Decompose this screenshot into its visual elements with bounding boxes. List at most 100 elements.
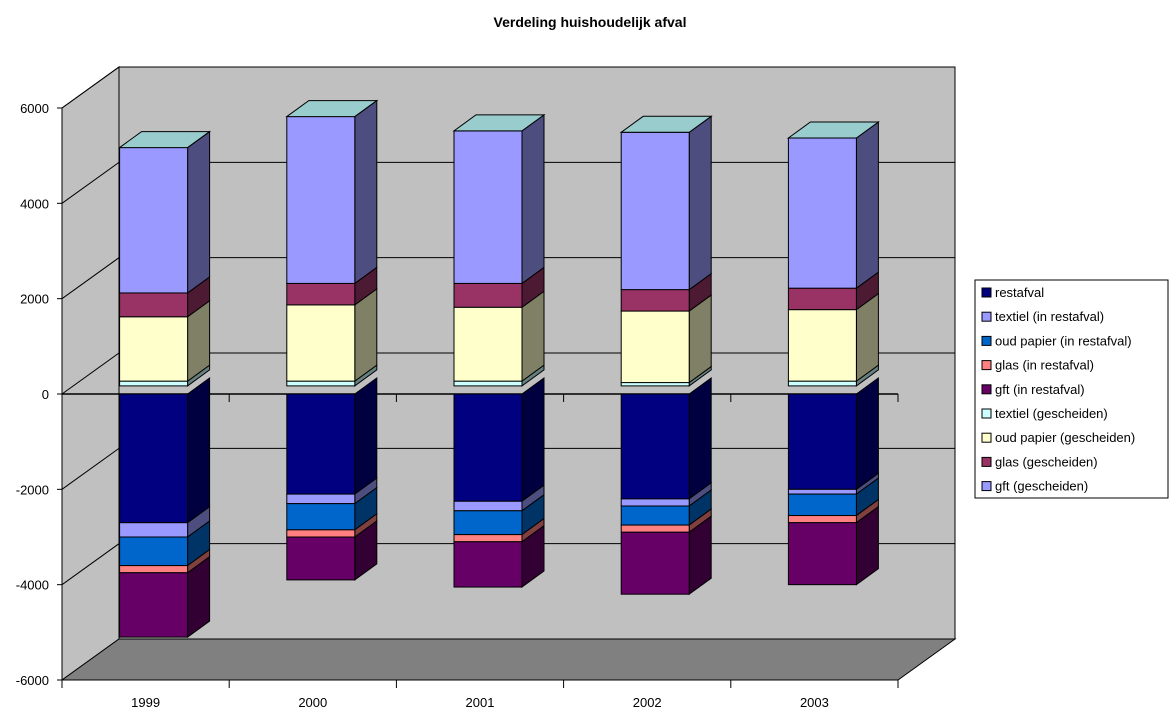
bar-segment [787,493,857,517]
chart-title: Verdeling huishoudelijk afval [494,14,687,30]
legend-label: gft (in restafval) [995,382,1085,397]
bar-stack-2001 [452,113,546,589]
bar-top [452,114,546,132]
bar-segment [286,304,356,382]
bar-side [354,377,378,496]
bar-segment [286,393,356,495]
bar-stack-2003 [786,121,880,586]
bar-segment [787,287,857,311]
bar-segment [620,382,690,387]
legend: restafval textiel (in restafval) oud papie… [974,279,1169,499]
legend-label: oud papier (gescheiden) [995,430,1135,445]
bar-segment [453,510,523,536]
x-tick-label: 2003 [800,695,829,708]
bar-segment [119,380,189,387]
legend-swatch [981,432,992,443]
plot-area: 6000 4000 2000 0 -2000 -4000 -6000 1999 2000 2001… [16,66,957,708]
bar-segment [620,289,690,312]
legend-swatch [981,456,992,467]
legend-label: glas (gescheiden) [995,454,1098,469]
gridline [61,66,955,109]
bar-side [521,377,545,503]
y-tick-label: -4000 [16,578,49,593]
legend-swatch [981,384,992,395]
bar-side [187,377,211,524]
y-tick-label: -6000 [16,673,49,688]
legend-label: restafval [995,285,1044,300]
bar-segment [453,130,523,284]
bar-segment [620,310,690,384]
y-tick-label: 6000 [20,101,49,116]
bar-side [688,377,712,500]
bar-top [619,115,713,133]
bar-segment [787,515,857,524]
y-tick-label: -2000 [16,482,49,497]
bar-segment [787,137,857,289]
legend-swatch [981,408,992,419]
legend-swatch [981,311,992,322]
bar-segment [119,147,189,294]
bar-segment [286,503,356,531]
bar-segment [787,309,857,382]
legend-swatch [981,481,992,492]
y-tick-label: 4000 [20,196,49,211]
bar-segment [286,493,356,505]
legend-label: oud papier (in restafval) [995,333,1132,348]
bar-segment [453,534,523,543]
bar-segment [119,393,189,524]
bar-segment [620,524,690,533]
bar-side [187,130,211,294]
bar-segment [286,536,356,581]
bar-segment [453,500,523,512]
bar-segment [620,393,690,500]
legend-label: glas (in restafval) [995,358,1094,373]
bar-segment [620,531,690,595]
bar-segment [787,488,857,495]
legend-swatch [981,360,992,371]
bar-segment [620,505,690,526]
x-tick-label: 1999 [131,695,160,708]
bar-segment [119,292,189,318]
bar-top [786,121,880,139]
bar-segment [119,522,189,538]
bar-top [285,100,379,118]
bar-segment [453,393,523,502]
bar-stack-2002 [619,115,713,596]
bar-segment [286,116,356,284]
bar-segment [787,380,857,387]
y-tick-label: 2000 [20,292,49,307]
legend-label: gft (gescheiden) [995,479,1088,494]
bar-segment [119,565,189,574]
x-tick-label: 2002 [633,695,662,708]
y-tick-label: 0 [42,387,49,402]
bar-side [354,99,378,285]
bar-segment [286,380,356,387]
bar-side [855,121,879,290]
bar-segment [453,380,523,387]
bar-side [521,113,545,285]
bar-segment [453,541,523,588]
bar-segment [453,306,523,382]
bar-top [118,131,212,149]
x-tick-label: 2000 [298,695,327,708]
bar-segment [787,522,857,586]
bar-segment [119,572,189,638]
legend-swatch [981,287,992,298]
x-tick-label: 2001 [466,695,495,708]
legend-label: textiel (gescheiden) [995,406,1108,421]
bar-stack-1999 [118,130,212,639]
legend-box [974,279,1169,499]
bar-segment [286,529,356,538]
bar-segment [620,498,690,507]
bar-segment [787,393,857,490]
bar-side [688,115,712,291]
bar-stack-2000 [285,99,379,581]
bar-segment [620,131,690,291]
legend-swatch [981,335,992,346]
bar-segment [453,282,523,308]
floor [60,638,957,681]
bar-segment [119,316,189,382]
bar-segment [119,536,189,567]
bar-side [855,377,879,491]
